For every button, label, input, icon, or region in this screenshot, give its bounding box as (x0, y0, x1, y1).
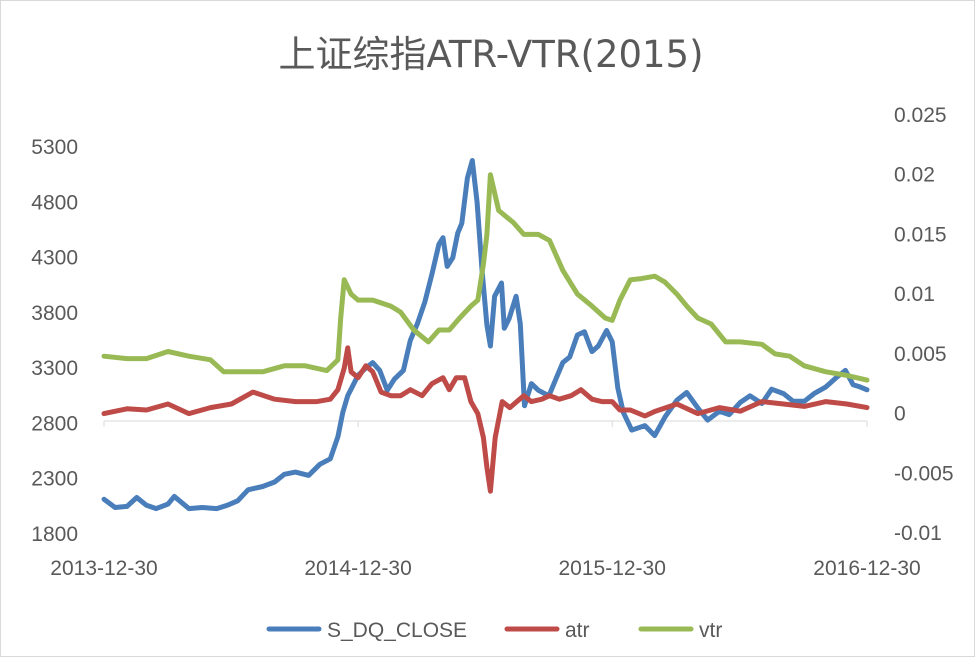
left-tick-label: 5300 (31, 136, 78, 159)
series-line-s-dq-close (101, 158, 870, 512)
legend-label: vtr (699, 619, 722, 642)
legend-label: atr (565, 619, 590, 642)
right-axis-ticks: -0.01 -0.005 0 0.005 0.01 0.015 0.02 0.025 (894, 104, 954, 545)
right-tick-label: -0.01 (894, 522, 942, 545)
x-tick-label: 2016-12-30 (813, 557, 920, 580)
right-tick-label: 0.02 (894, 164, 935, 187)
x-axis-ticks: 2013-12-30 2014-12-30 2015-12-30 2016-12-30 (50, 421, 921, 580)
left-tick-label: 1800 (31, 523, 78, 546)
series-line-atr (101, 345, 870, 494)
x-tick-label: 2013-12-30 (50, 557, 157, 580)
x-tick-label: 2014-12-30 (304, 557, 411, 580)
legend-label: S_DQ_CLOSE (327, 619, 467, 642)
series-line-vtr (101, 172, 870, 383)
right-tick-label: 0.025 (894, 104, 947, 127)
left-tick-label: 4800 (31, 191, 78, 214)
left-tick-label: 3800 (31, 302, 78, 325)
series-layer (101, 158, 870, 512)
right-tick-label: 0 (894, 403, 906, 426)
right-tick-label: 0.005 (894, 343, 947, 366)
left-tick-label: 2800 (31, 412, 78, 435)
right-tick-label: -0.005 (894, 462, 954, 485)
right-tick-label: 0.015 (894, 223, 947, 246)
chart-title: 上证综指ATR-VTR(2015) (278, 33, 703, 76)
right-tick-label: 0.01 (894, 283, 935, 306)
legend: S_DQ_CLOSE atr vtr (266, 619, 722, 642)
x-tick-label: 2015-12-30 (558, 557, 665, 580)
left-axis-ticks: 1800 2300 2800 3300 3800 4300 4800 5300 (31, 136, 78, 546)
left-tick-label: 4300 (31, 247, 78, 270)
left-tick-label: 3300 (31, 357, 78, 380)
left-tick-label: 2300 (31, 468, 78, 491)
